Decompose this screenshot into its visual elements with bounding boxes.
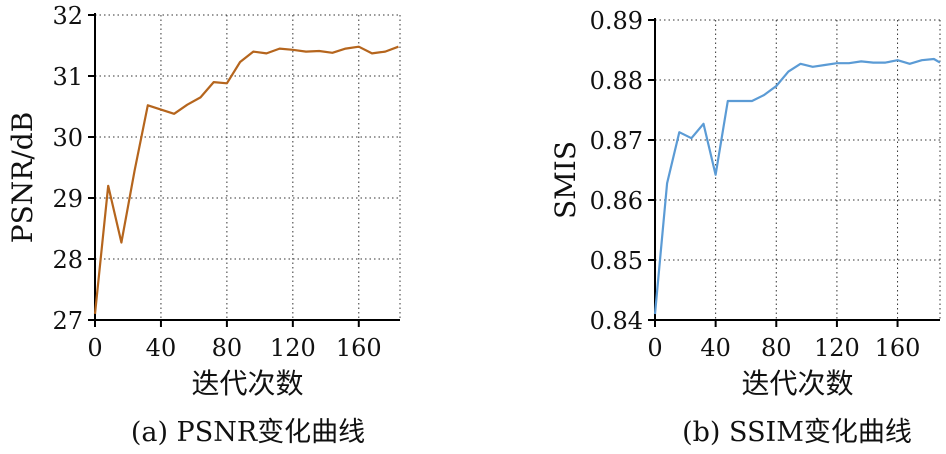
y-tick-label: 0.86 — [590, 187, 643, 215]
chart-1: 0.84 0.85 0.86 0.87 0.88 0.89 0 40 80 120 160 SMIS 迭… — [549, 7, 940, 448]
chart-0: 27 28 29 30 31 32 0 40 80 120 160 PSNR/dB 迭代次数 (a) PS… — [6, 2, 400, 448]
x-tick-label: 0 — [647, 334, 662, 362]
y-tick-label: 27 — [52, 307, 83, 335]
y-tick-label: 0.85 — [590, 247, 643, 275]
y-tick-label: 0.88 — [590, 67, 643, 95]
x-tick-label: 160 — [336, 334, 382, 362]
x-axis-title: 迭代次数 — [741, 367, 853, 400]
y-tick-label: 0.84 — [590, 307, 643, 335]
y-tick-label: 30 — [52, 124, 83, 152]
chart-caption: (b) SSIM变化曲线 — [682, 417, 912, 448]
y-tick-label: 0.87 — [590, 127, 643, 155]
x-tick-label: 40 — [700, 334, 731, 362]
series-line — [95, 47, 398, 314]
y-tick-label: 31 — [52, 63, 83, 91]
y-axis-title: PSNR/dB — [6, 112, 39, 244]
y-tick-label: 32 — [52, 2, 83, 30]
chart-caption: (a) PSNR变化曲线 — [131, 417, 365, 448]
x-tick-label: 0 — [87, 334, 102, 362]
x-tick-label: 80 — [212, 334, 243, 362]
x-tick-label: 120 — [270, 334, 316, 362]
y-tick-label: 29 — [52, 185, 83, 213]
x-tick-label: 80 — [761, 334, 792, 362]
y-tick-label: 28 — [52, 246, 83, 274]
x-tick-label: 120 — [814, 334, 860, 362]
y-tick-label: 0.89 — [590, 7, 643, 35]
x-axis-title: 迭代次数 — [191, 367, 303, 400]
x-tick-label: 160 — [875, 334, 921, 362]
x-tick-label: 40 — [146, 334, 177, 362]
y-axis-title: SMIS — [549, 141, 582, 219]
